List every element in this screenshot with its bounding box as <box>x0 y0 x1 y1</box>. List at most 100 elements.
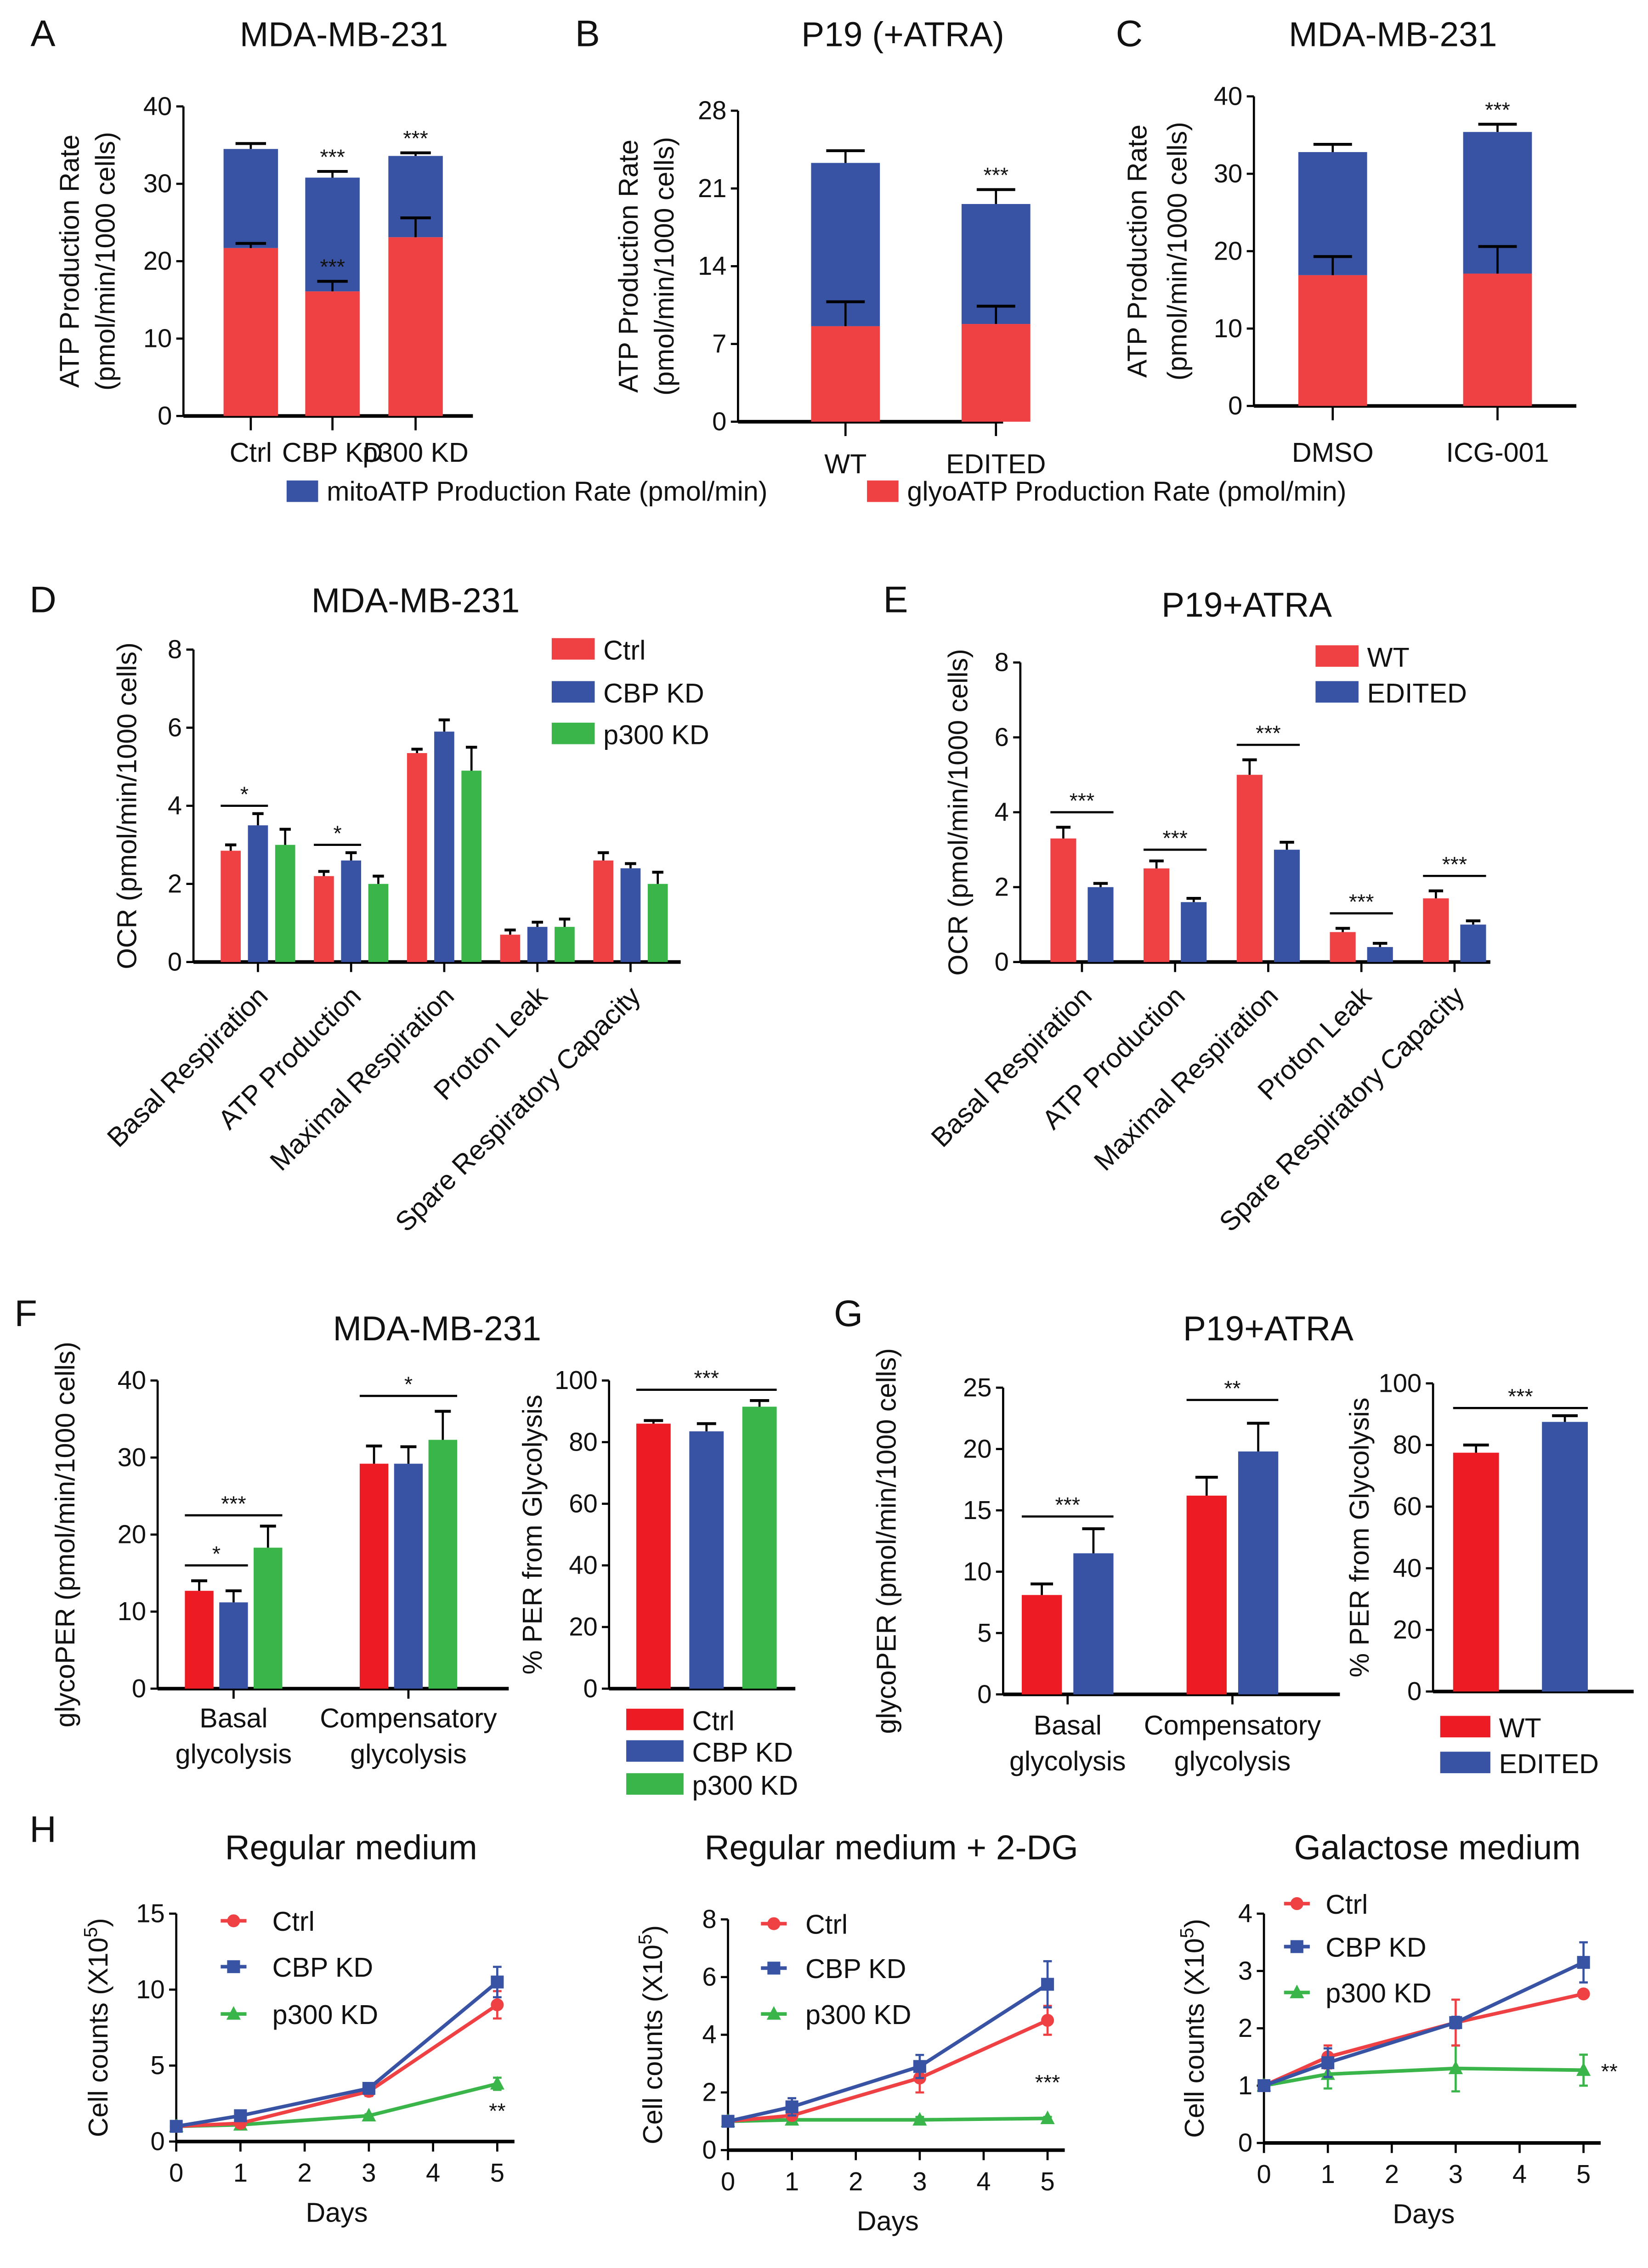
significance-marker: *** <box>983 163 1008 187</box>
series-line <box>1263 1961 1585 2087</box>
significance-marker: *** <box>403 126 428 150</box>
significance-marker: *** <box>1035 2070 1060 2094</box>
legend-label: Ctrl <box>272 1906 315 1937</box>
legend-swatch <box>1440 1752 1490 1774</box>
data-point <box>1448 2060 1463 2075</box>
y-axis-label: % PER from Glycolysis <box>1344 1398 1375 1678</box>
series-line <box>728 2019 1048 2123</box>
y-tick-label: 5 <box>977 1618 991 1647</box>
y-tick-label: 0 <box>712 407 726 436</box>
x-tick-label: 3 <box>362 2158 376 2187</box>
data-point <box>234 2109 247 2122</box>
legend-marker <box>226 2006 241 2020</box>
data-point <box>491 1975 504 1989</box>
data-point <box>1577 1987 1590 2001</box>
significance-marker: *** <box>221 1492 246 1516</box>
x-tick-label: 2 <box>298 2158 312 2187</box>
bar <box>368 884 389 962</box>
y-tick-label: 2 <box>168 869 182 898</box>
y-tick-label: 0 <box>995 947 1009 976</box>
data-point <box>490 2075 504 2090</box>
category-label: Basal <box>199 1702 267 1733</box>
y-tick-label: 15 <box>963 1496 991 1525</box>
y-tick-label: 30 <box>118 1443 146 1472</box>
bar <box>221 850 241 962</box>
bar-segment <box>1463 273 1532 406</box>
bar <box>1050 838 1076 962</box>
bar <box>407 753 427 962</box>
significance-marker: *** <box>1349 890 1374 913</box>
x-tick-label: 2 <box>849 2167 863 2196</box>
category-label: glycolysis <box>1009 1746 1126 1776</box>
y-tick-label: 21 <box>698 174 726 203</box>
x-axis-label: Days <box>1393 2199 1455 2229</box>
category-label: EDITED <box>946 448 1046 479</box>
data-point <box>785 2100 799 2114</box>
significance-marker: * <box>404 1372 413 1396</box>
legend-label: WT <box>1499 1712 1541 1743</box>
y-tick-label: 0 <box>1407 1677 1421 1706</box>
bar <box>1238 1451 1279 1695</box>
y-tick-label: 0 <box>1228 391 1242 420</box>
y-tick-label: 10 <box>963 1557 991 1586</box>
y-label-superscript: 5 <box>80 1927 101 1938</box>
y-tick-label: 0 <box>132 1674 146 1703</box>
data-point <box>1576 2062 1591 2076</box>
data-point <box>362 2081 375 2095</box>
y-axis-label: Cell counts (X105) <box>80 1918 113 2137</box>
legend-label: Ctrl <box>692 1706 735 1736</box>
bar-segment <box>961 204 1031 324</box>
y-tick-label: 2 <box>995 872 1009 901</box>
x-tick-label: 2 <box>1385 2160 1399 2189</box>
panel-0: A MDA-MB-231 0 10 20 30 40 ATP Production Rate(… <box>31 13 473 468</box>
bar <box>275 845 295 962</box>
legend-swatch <box>626 1740 684 1762</box>
legend-marker <box>767 1917 781 1930</box>
significance-marker: * <box>212 1542 221 1566</box>
panel-7: G P19+ATRA 0 5 10 15 20 25 glycoPER (pmol/min/10… <box>834 1293 1354 1776</box>
y-axis-label: % PER from Glycolysis <box>517 1395 548 1674</box>
data-point <box>913 2060 926 2073</box>
y-tick-label: 0 <box>168 947 182 976</box>
y-tick-label: 10 <box>143 324 172 353</box>
series-line <box>1263 1992 1584 2087</box>
bar <box>1542 1422 1588 1692</box>
bar-segment <box>961 324 1031 422</box>
bar <box>1186 1496 1227 1695</box>
y-tick-label: 40 <box>1214 81 1242 110</box>
legend-swatch <box>551 638 595 660</box>
x-axis-label: Days <box>857 2206 919 2236</box>
series-line <box>727 1983 1049 2123</box>
legend-swatch <box>551 722 595 744</box>
significance-marker: ** <box>1224 1376 1240 1400</box>
bar-segment <box>811 163 880 326</box>
bar <box>742 1406 777 1689</box>
bar <box>689 1431 724 1689</box>
bar-segment <box>223 149 278 248</box>
legend-swatch <box>1315 681 1359 703</box>
x-tick-label: 1 <box>1321 2160 1335 2189</box>
y-tick-label: 7 <box>712 329 726 358</box>
category-label: Basal Respiration <box>101 980 274 1153</box>
legend-label: Ctrl <box>603 635 646 666</box>
y-tick-label: 40 <box>143 91 172 120</box>
y-axis-label: (pmol/min/1000 cells) <box>1162 122 1193 380</box>
bar-segment <box>1298 152 1367 275</box>
significance-marker: *** <box>694 1366 719 1390</box>
panel-6: 0 20 40 60 80 100% PER from Glycolysis *** Ctrl… <box>517 1366 798 1801</box>
bar <box>341 860 362 962</box>
data-point <box>1257 2079 1271 2092</box>
y-tick-label: 100 <box>1379 1368 1422 1397</box>
data-point <box>1041 1978 1054 1991</box>
y-axis-label: (pmol/min/1000 cells) <box>649 137 680 396</box>
legend-marker <box>1290 1940 1303 1953</box>
data-point <box>170 2120 183 2133</box>
significance-marker: ** <box>489 2099 505 2123</box>
legend-label: EDITED <box>1499 1748 1599 1779</box>
x-tick-label: 0 <box>169 2158 183 2187</box>
y-tick-label: 4 <box>702 2020 716 2049</box>
data-point <box>912 2112 927 2126</box>
y-axis-label: ATP Production Rate <box>613 140 644 393</box>
data-point <box>1449 2016 1462 2029</box>
